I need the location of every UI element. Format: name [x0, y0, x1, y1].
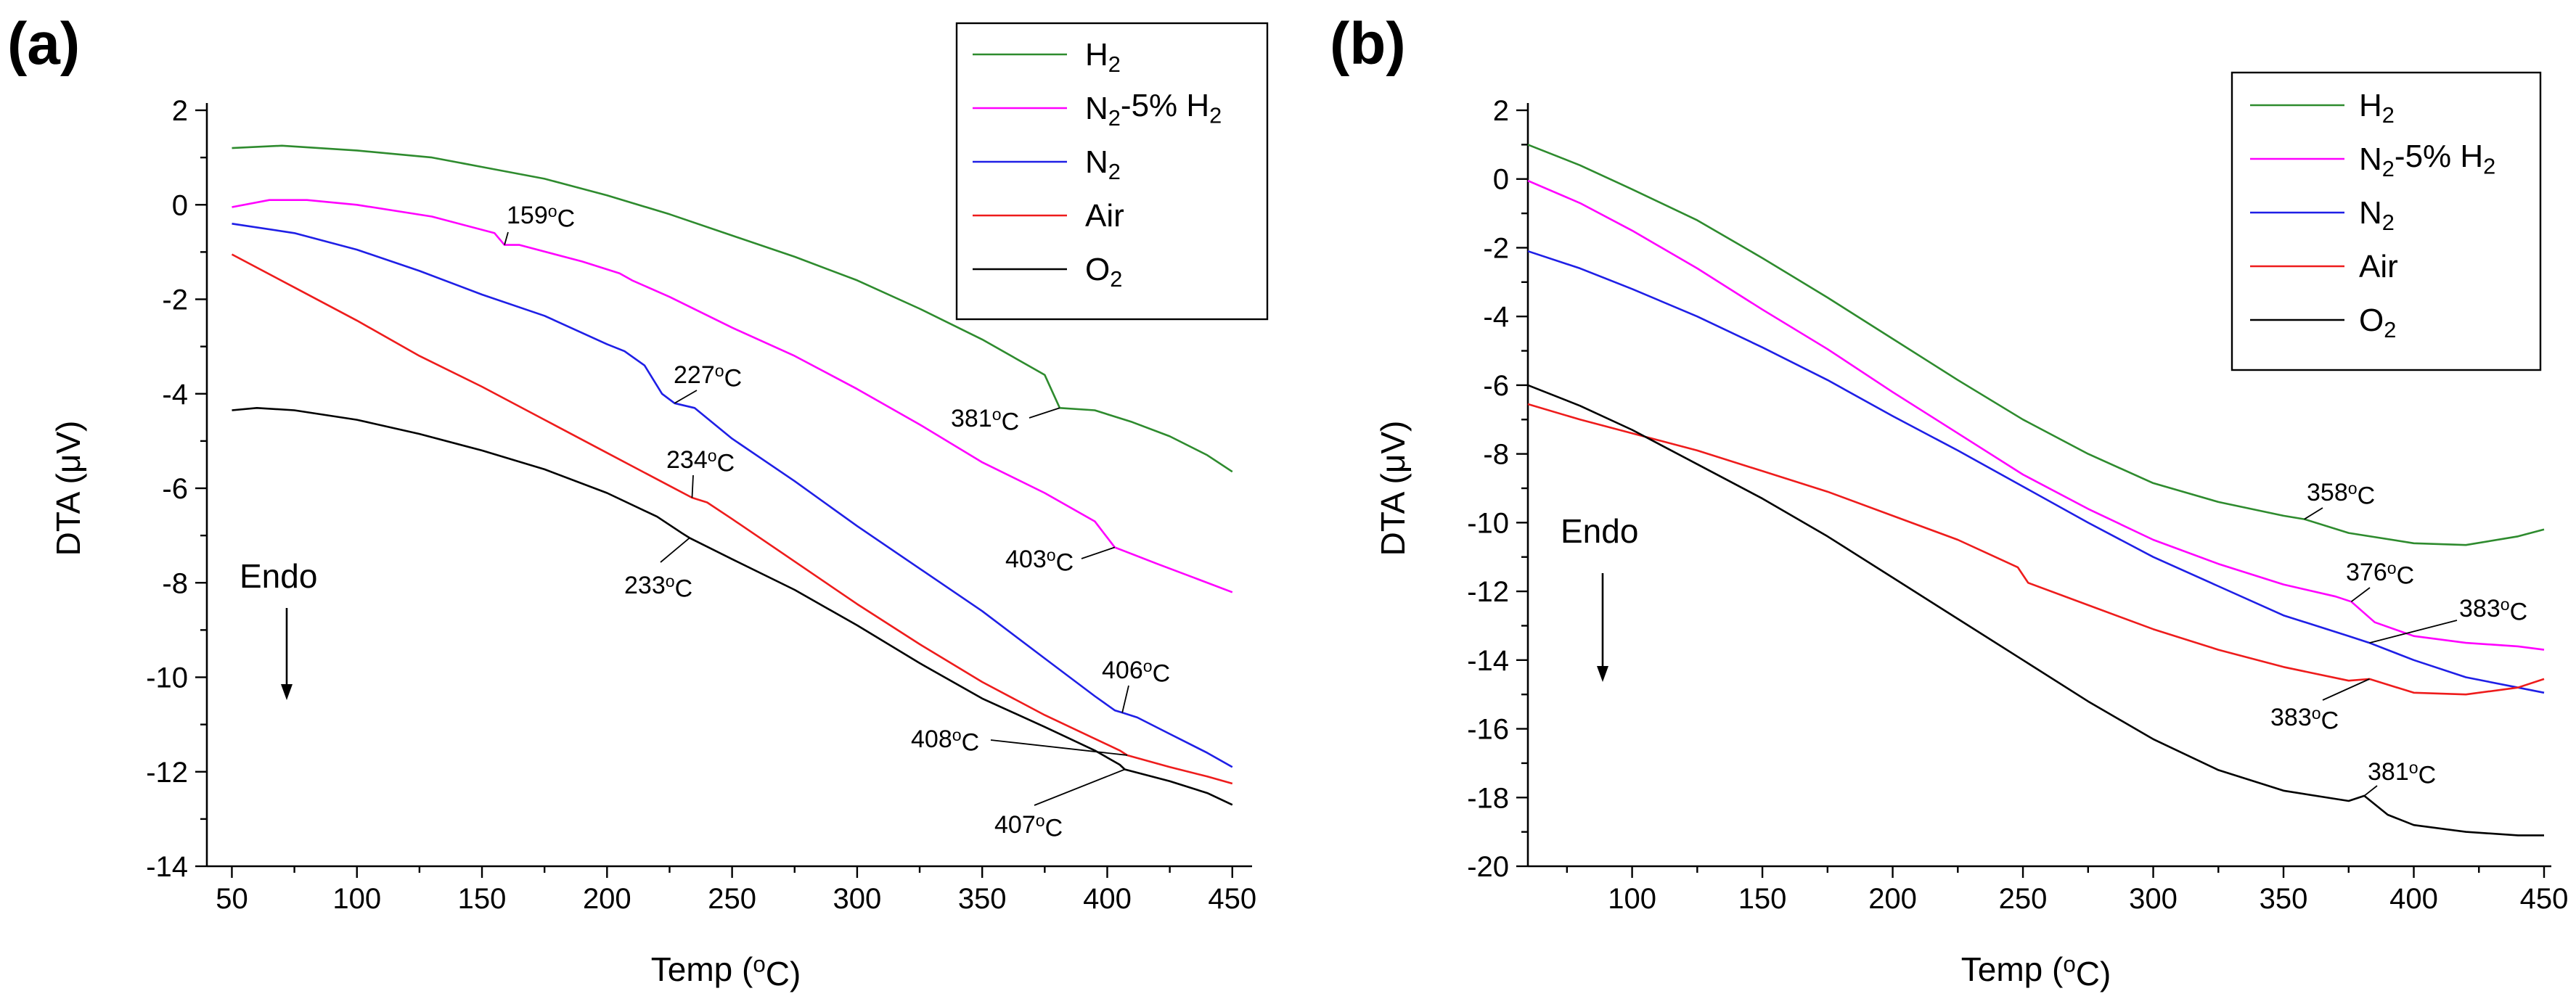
panel-label: (b) — [1330, 11, 1406, 77]
x-tick-label: 200 — [583, 883, 631, 915]
annotation-label: 376oC — [2346, 559, 2414, 590]
chart-panel-b: (b) 2 0 -2 -4 -6 -8 -10 -12 -14 -16 -18 -20 100 150 200… — [1330, 11, 2568, 992]
annotation-label: 381oC — [951, 405, 1019, 436]
annotation-label: 383oC — [2270, 704, 2339, 735]
chart-panel-a: (a) 2 0 -2 -4 -6 -8 -10 -12 -14 50 100 150 200 250 300 3… — [7, 11, 1267, 992]
annotation-label: 159oC — [507, 202, 575, 233]
x-axis-title: Temp (oC) — [651, 950, 801, 992]
series-line-air — [232, 255, 1232, 784]
x-tick-label: 200 — [1868, 883, 1917, 915]
y-tick-label: -8 — [1483, 439, 1509, 471]
annotation-label: 227oC — [674, 361, 742, 392]
y-tick-label: -10 — [1467, 507, 1509, 539]
y-tick-label: -2 — [162, 284, 188, 316]
annotation-label: 403oC — [1005, 546, 1074, 577]
y-tick-label: -12 — [1467, 576, 1509, 608]
annotation-leader — [1081, 547, 1115, 559]
y-tick-label: -8 — [162, 567, 188, 599]
annotation-leader — [661, 538, 690, 562]
x-tick-label: 250 — [708, 883, 756, 915]
panel-label: (a) — [7, 11, 80, 77]
annotation-leader — [991, 740, 1127, 755]
endo-label: Endo — [1561, 512, 1638, 550]
x-tick-label: 400 — [1083, 883, 1132, 915]
x-tick-label: 300 — [2129, 883, 2178, 915]
endo-arrow-head — [1597, 666, 1608, 682]
y-tick-label: 2 — [1493, 95, 1509, 127]
endo-label: Endo — [240, 557, 317, 595]
x-tick-label: 150 — [1738, 883, 1787, 915]
dta-figure: (a) 2 0 -2 -4 -6 -8 -10 -12 -14 50 100 150 200 250 300 3… — [0, 0, 2576, 1007]
endo-arrow-head — [281, 684, 293, 700]
annotation-leader — [1029, 408, 1060, 418]
x-tick-label: 100 — [1608, 883, 1656, 915]
y-tick-label: 0 — [172, 189, 188, 221]
annotation-leader — [674, 390, 697, 403]
y-tick-label: -12 — [146, 757, 188, 789]
annotation-label: 381oC — [2368, 758, 2436, 789]
y-tick-label: -10 — [146, 662, 188, 694]
y-tick-label: -18 — [1467, 782, 1509, 814]
annotation-leader — [2323, 679, 2369, 700]
annotation-label: 383oC — [2459, 595, 2527, 626]
annotation-label: 408oC — [911, 726, 979, 757]
x-tick-label: 250 — [1999, 883, 2048, 915]
annotation-label: 407oC — [994, 811, 1063, 842]
y-tick-label: -20 — [1467, 851, 1509, 883]
y-tick-label: -2 — [1483, 232, 1509, 264]
x-tick-label: 350 — [2260, 883, 2308, 915]
x-tick-label: 100 — [332, 883, 381, 915]
legend-entry: Air — [2359, 249, 2398, 284]
annotation-leader — [2305, 508, 2323, 519]
y-tick-label: 0 — [1493, 164, 1509, 196]
y-tick-label: -6 — [1483, 370, 1509, 402]
annotation-leader — [1122, 686, 1129, 712]
x-tick-label: 350 — [958, 883, 1007, 915]
x-axis-title: Temp (oC) — [1961, 950, 2111, 992]
annotation-leader — [2351, 588, 2370, 601]
y-tick-label: 2 — [172, 95, 188, 127]
y-tick-label: -4 — [1483, 301, 1509, 333]
annotation-leader — [504, 232, 508, 245]
annotation-leader — [1034, 769, 1125, 805]
annotation-leader — [2364, 786, 2377, 796]
x-tick-label: 300 — [833, 883, 882, 915]
y-tick-label: -4 — [162, 379, 188, 411]
y-tick-label: -14 — [1467, 645, 1509, 677]
y-tick-label: -14 — [146, 851, 188, 883]
x-tick-label: 450 — [2520, 883, 2569, 915]
y-axis-title: DTA (μV) — [49, 421, 87, 556]
x-tick-label: 450 — [1208, 883, 1256, 915]
y-axis-title: DTA (μV) — [1374, 421, 1412, 556]
y-tick-label: -16 — [1467, 714, 1509, 746]
legend-entry: Air — [1085, 198, 1124, 234]
x-tick-label: 150 — [458, 883, 507, 915]
annotation-label: 358oC — [2307, 479, 2375, 510]
annotation-label: 234oC — [666, 446, 735, 477]
x-tick-label: 50 — [216, 883, 248, 915]
annotation-label: 406oC — [1102, 657, 1170, 688]
x-tick-label: 400 — [2389, 883, 2438, 915]
annotation-label: 233oC — [624, 572, 692, 603]
annotation-leader — [692, 475, 693, 498]
y-tick-label: -6 — [162, 473, 188, 505]
